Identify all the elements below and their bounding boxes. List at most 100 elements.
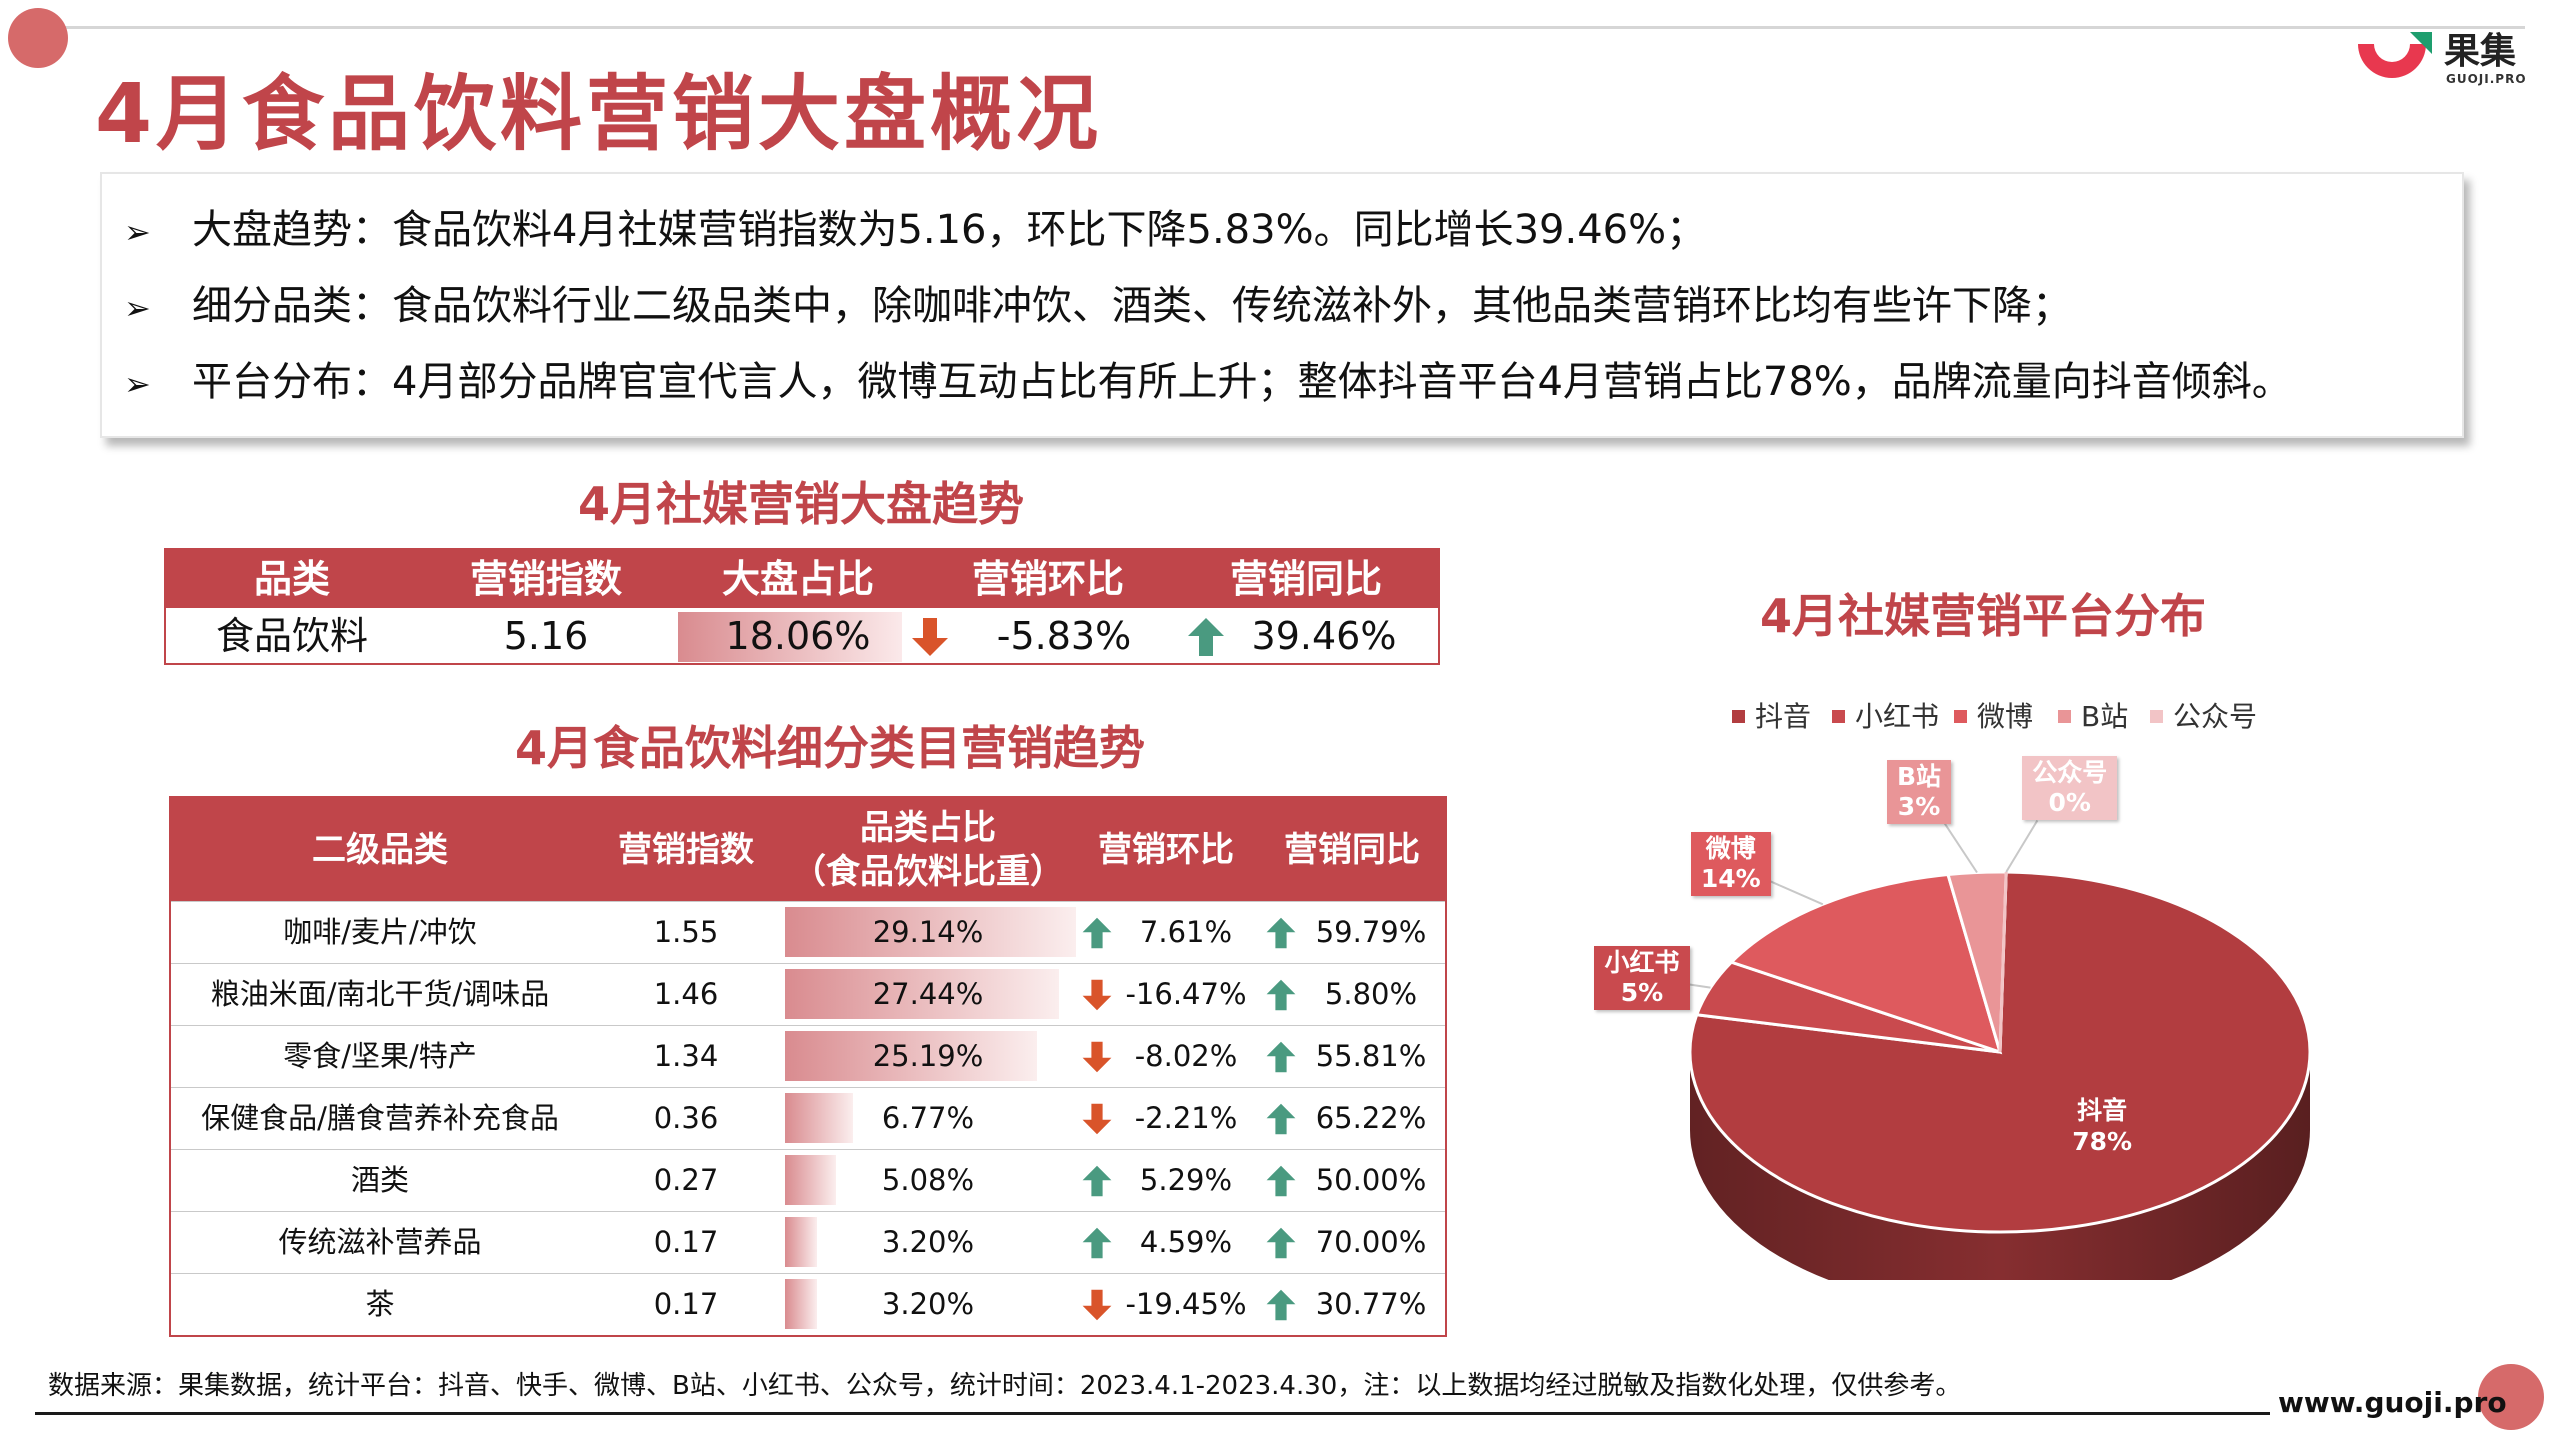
trend-arrow-icon: [1266, 979, 1296, 1011]
bullet-arrow-icon: ➢: [124, 213, 151, 251]
table-row: 粮油米面/南北干货/调味品 1.46 27.44% -16.47% 5.80%: [171, 963, 1445, 1025]
bullet-arrow-icon: ➢: [124, 289, 151, 327]
yoy-cell: 70.00%: [1315, 1225, 1427, 1259]
summary-bullet: ➢ 大盘趋势：食品饮料4月社媒营销指数为5.16，环比下降5.83%。同比增长39…: [124, 200, 1706, 260]
website-url[interactable]: www.guoji.pro: [2278, 1386, 2507, 1419]
mom-cell: -2.21%: [1134, 1101, 1238, 1135]
corner-decoration: [8, 8, 68, 68]
share-cell: 6.77%: [881, 1101, 975, 1135]
share-bar: [785, 969, 1059, 1019]
brand-logo: 果集 GUOJI.PRO: [2352, 31, 2526, 88]
legend-item: 抖音: [1732, 698, 1811, 736]
mom-cell: -19.45%: [1125, 1287, 1247, 1321]
legend-label: 微博: [1977, 700, 2034, 733]
legend-swatch: [1954, 709, 1967, 723]
category-cell: 茶: [365, 1287, 395, 1321]
pie-data-label: 抖音 78%: [2072, 1096, 2133, 1157]
legend-label: B站: [2081, 700, 2129, 733]
share-bar: [785, 907, 1076, 957]
pie-slice-side: [1690, 1052, 2310, 1280]
share-cell: 29.14%: [872, 915, 984, 949]
column-header: 大盘占比: [721, 557, 874, 601]
trend-arrow-icon: [1266, 1289, 1296, 1321]
index-cell: 1.55: [653, 915, 719, 949]
table-row: 酒类 0.27 5.08% 5.29% 50.00%: [171, 1149, 1445, 1211]
pie-data-label: 小红书 5%: [1594, 945, 1690, 1010]
trend-arrow-icon: [1266, 1041, 1296, 1073]
detail-table-title: 4月食品饮料细分类目营销趋势: [515, 721, 1146, 775]
trend-arrow-icon: [1082, 1103, 1112, 1135]
trend-arrow-icon: [1082, 1289, 1112, 1321]
pie-data-label: B站 3%: [1887, 760, 1952, 825]
legend-label: 小红书: [1855, 700, 1940, 733]
legend-item: 微博: [1954, 698, 2033, 736]
mom-cell: -5.83%: [996, 614, 1132, 658]
column-header: 营销指数: [618, 829, 754, 870]
brand-name: 果集: [2444, 31, 2517, 72]
index-cell: 1.34: [653, 1039, 719, 1073]
trend-arrow-icon: [1188, 618, 1224, 656]
yoy-cell: 50.00%: [1315, 1163, 1427, 1197]
yoy-cell: 55.81%: [1315, 1039, 1427, 1073]
column-header: 营销环比: [1098, 829, 1234, 870]
trend-arrow-icon: [1082, 1041, 1112, 1073]
pie-chart-title: 4月社媒营销平台分布: [1760, 589, 2207, 643]
trend-arrow-icon: [1266, 917, 1296, 949]
legend-item: 小红书: [1832, 698, 1939, 736]
table-row: 保健食品/膳食营养补充食品 0.36 6.77% -2.21% 65.22%: [171, 1087, 1445, 1149]
summary-bullet: ➢ 平台分布：4月部分品牌官宣代言人，微博互动占比有所上升；整体抖音平台4月营销占…: [124, 352, 2292, 412]
index-cell: 5.16: [503, 614, 589, 658]
legend-item: 公众号: [2150, 698, 2257, 736]
column-header: 营销环比: [971, 557, 1124, 601]
platform-pie-chart: [1662, 819, 2312, 1280]
legend-label: 公众号: [2173, 700, 2258, 733]
yoy-cell: 30.77%: [1315, 1287, 1427, 1321]
pie-slice: [1998, 871, 2008, 1053]
category-cell: 咖啡/麦片/冲饮: [283, 915, 477, 949]
pie-label-leader: [1764, 878, 1824, 906]
category-cell: 食品饮料: [215, 614, 368, 658]
category-cell: 传统滋补营养品: [278, 1225, 482, 1259]
mom-cell: -8.02%: [1134, 1039, 1238, 1073]
summary-text: 平台分布：4月部分品牌官宣代言人，微博互动占比有所上升；整体抖音平台4月营销占比…: [192, 359, 2292, 405]
top-rule: [35, 26, 2525, 29]
column-header: 营销同比: [1284, 829, 1420, 870]
share-cell: 27.44%: [872, 977, 984, 1011]
pie-data-label: 微博 14%: [1690, 832, 1771, 897]
overview-table: 品类 营销指数 大盘占比 营销环比 营销同比 食品饮料 5.16 18.06% …: [164, 548, 1440, 665]
share-bar: [785, 1155, 836, 1205]
summary-box: ➢ 大盘趋势：食品饮料4月社媒营销指数为5.16，环比下降5.83%。同比增长39…: [100, 172, 2464, 438]
legend-swatch: [2150, 709, 2163, 723]
trend-arrow-icon: [1082, 1165, 1112, 1197]
overview-table-title: 4月社媒营销大盘趋势: [578, 477, 1025, 531]
legend-item: B站: [2058, 698, 2128, 736]
column-header: 品类占比 （食品饮料比重）: [792, 807, 1064, 892]
legend-swatch: [2058, 709, 2071, 723]
trend-arrow-icon: [1082, 1227, 1112, 1259]
yoy-cell: 65.22%: [1315, 1101, 1427, 1135]
pie-data-label: 公众号 0%: [2022, 756, 2118, 821]
bullet-arrow-icon: ➢: [124, 365, 151, 403]
column-header: 品类: [253, 557, 330, 601]
trend-arrow-icon: [1266, 1165, 1296, 1197]
trend-arrow-icon: [912, 618, 948, 656]
index-cell: 1.46: [653, 977, 719, 1011]
yoy-cell: 5.80%: [1324, 977, 1418, 1011]
page-title: 4月食品饮料营销大盘概况: [95, 67, 1103, 162]
trend-arrow-icon: [1082, 979, 1112, 1011]
table-header: 品类 营销指数 大盘占比 营销环比 营销同比: [166, 550, 1438, 608]
pie-label-leader: [1943, 822, 1978, 874]
share-bar: [678, 612, 902, 662]
summary-text: 细分品类：食品饮料行业二级品类中，除咖啡冲饮、酒类、传统滋补外，其他品类营销环比…: [192, 283, 2072, 329]
trend-arrow-icon: [1266, 1103, 1296, 1135]
share-bar: [785, 1031, 1037, 1081]
mom-cell: 7.61%: [1139, 915, 1233, 949]
legend-swatch: [1832, 709, 1845, 723]
share-bar: [785, 1093, 853, 1143]
column-header: 二级品类: [312, 829, 448, 870]
legend-label: 抖音: [1755, 700, 1812, 733]
column-header: 营销指数: [469, 557, 622, 601]
brand-domain: GUOJI.PRO: [2446, 72, 2527, 86]
trend-arrow-icon: [1082, 917, 1112, 949]
summary-bullet: ➢ 细分品类：食品饮料行业二级品类中，除咖啡冲饮、酒类、传统滋补外，其他品类营销环…: [124, 276, 2072, 336]
